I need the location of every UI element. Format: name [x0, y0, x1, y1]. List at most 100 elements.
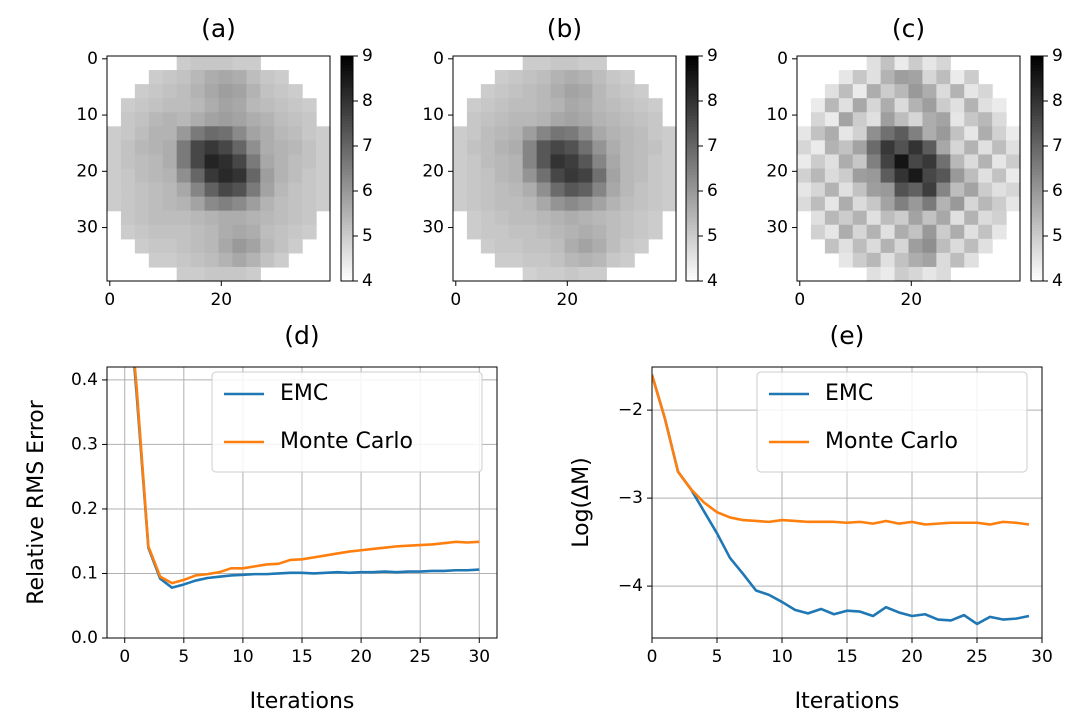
- colorbar-strip: [686, 247, 698, 251]
- colorbar-strip: [1031, 250, 1043, 254]
- heatmap-cell: [522, 112, 538, 127]
- heatmap-cell: [894, 112, 910, 127]
- colorbar-strip: [1031, 255, 1043, 260]
- heatmap-cell: [866, 196, 882, 212]
- heatmap-cell: [134, 126, 150, 141]
- heatmap-cell: [1006, 140, 1021, 156]
- y-tick-label: 20: [766, 161, 788, 181]
- heatmap-cell: [522, 252, 538, 268]
- colorbar-strip: [1031, 210, 1043, 215]
- heatmap-cell: [274, 224, 289, 240]
- heatmap-cell: [662, 126, 677, 141]
- colorbar-strip: [686, 67, 698, 71]
- heatmap-cell: [908, 238, 924, 254]
- colorbar-strip: [1031, 236, 1043, 240]
- colorbar-strip: [686, 162, 698, 167]
- heatmap-cell: [204, 252, 220, 268]
- heatmap-cell: [852, 154, 868, 170]
- colorbar-strip: [1031, 112, 1043, 116]
- colorbar-strip: [686, 264, 698, 268]
- colorbar-tick-label: 9: [707, 46, 718, 66]
- heatmap-cell: [592, 168, 607, 184]
- heatmap-cell: [536, 196, 552, 212]
- colorbar-strip: [341, 165, 353, 170]
- colorbar-strip: [341, 109, 353, 113]
- colorbar-strip: [341, 258, 353, 262]
- heatmap-cell: [620, 182, 635, 198]
- heatmap-cell: [880, 266, 896, 282]
- heatmap-cell: [260, 196, 275, 212]
- heatmap-cell: [564, 56, 580, 71]
- colorbar-strip: [341, 162, 353, 167]
- colorbar-strip: [1031, 168, 1043, 172]
- heatmap-cell: [232, 84, 247, 99]
- heatmap-cell: [936, 238, 951, 254]
- heatmap-cell: [634, 112, 649, 127]
- colorbar-strip: [1031, 154, 1043, 158]
- heatmap-cell: [880, 126, 896, 141]
- heatmap-cell: [936, 168, 951, 184]
- heatmap-cell: [634, 154, 649, 170]
- heatmap-cell: [536, 252, 552, 268]
- heatmap-cell: [480, 196, 496, 212]
- heatmap-cell: [302, 182, 317, 198]
- x-axis-label: Iterations: [250, 689, 355, 714]
- heatmap-cell: [190, 70, 206, 85]
- heatmap-cell: [120, 98, 136, 113]
- heatmap-cell: [176, 266, 192, 282]
- heatmap-cell: [620, 84, 635, 99]
- colorbar-strip: [1031, 126, 1043, 130]
- heatmap-cell: [232, 70, 247, 85]
- heatmap-cell: [494, 238, 510, 254]
- colorbar-strip: [1031, 241, 1043, 246]
- heatmap-cell: [964, 224, 979, 240]
- heatmap-cell: [810, 224, 826, 240]
- heatmap-cell: [634, 182, 649, 198]
- x-tick-label: 25: [966, 647, 988, 667]
- heatmap-cell: [218, 224, 234, 240]
- heatmap-cell: [522, 266, 538, 282]
- colorbar-strip: [1031, 272, 1043, 276]
- heatmap-cell: [634, 210, 649, 226]
- heatmap-cell: [494, 210, 510, 226]
- heatmap-cell: [536, 224, 552, 240]
- heatmap-cell: [246, 266, 261, 282]
- colorbar-strip: [686, 98, 698, 102]
- panel-title: (b): [547, 14, 582, 43]
- heatmap-cell: [204, 238, 220, 254]
- heatmap-cell: [522, 168, 538, 184]
- colorbar-strip: [1031, 115, 1043, 119]
- heatmap-cell: [564, 196, 580, 212]
- colorbar-strip: [686, 216, 698, 220]
- heatmap-cell: [246, 252, 261, 268]
- y-tick-label: 20: [422, 161, 444, 181]
- heatmap-cell: [964, 84, 979, 99]
- heatmap-cell: [176, 84, 192, 99]
- heatmap-cell: [246, 98, 261, 113]
- heatmap-cell: [578, 196, 593, 212]
- colorbar-strip: [341, 115, 353, 119]
- y-tick-label: 10: [76, 105, 98, 125]
- heatmap-cell: [578, 266, 593, 282]
- y-tick-label: 20: [76, 161, 98, 181]
- heatmap-cell: [824, 84, 840, 99]
- heatmap-cell: [592, 210, 607, 226]
- heatmap-cell: [606, 112, 621, 127]
- heatmap-cell: [620, 210, 635, 226]
- y-tick-label: 0: [87, 49, 98, 69]
- heatmap-cell: [246, 210, 261, 226]
- heatmap-cell: [494, 70, 510, 85]
- heatmap-cell: [466, 182, 482, 198]
- colorbar-strip: [686, 213, 698, 217]
- heatmap-cell: [246, 238, 261, 254]
- heatmap-cell: [190, 98, 206, 113]
- colorbar-strip: [686, 61, 698, 66]
- heatmap-cell: [176, 154, 192, 170]
- heatmap-cell: [536, 140, 552, 156]
- heatmap-cell: [992, 182, 1007, 198]
- x-tick-label: 0: [450, 290, 461, 310]
- heatmap-cell: [232, 140, 247, 156]
- heatmap-cell: [260, 224, 275, 240]
- heatmap-cell: [134, 168, 150, 184]
- heatmap-cell: [190, 112, 206, 127]
